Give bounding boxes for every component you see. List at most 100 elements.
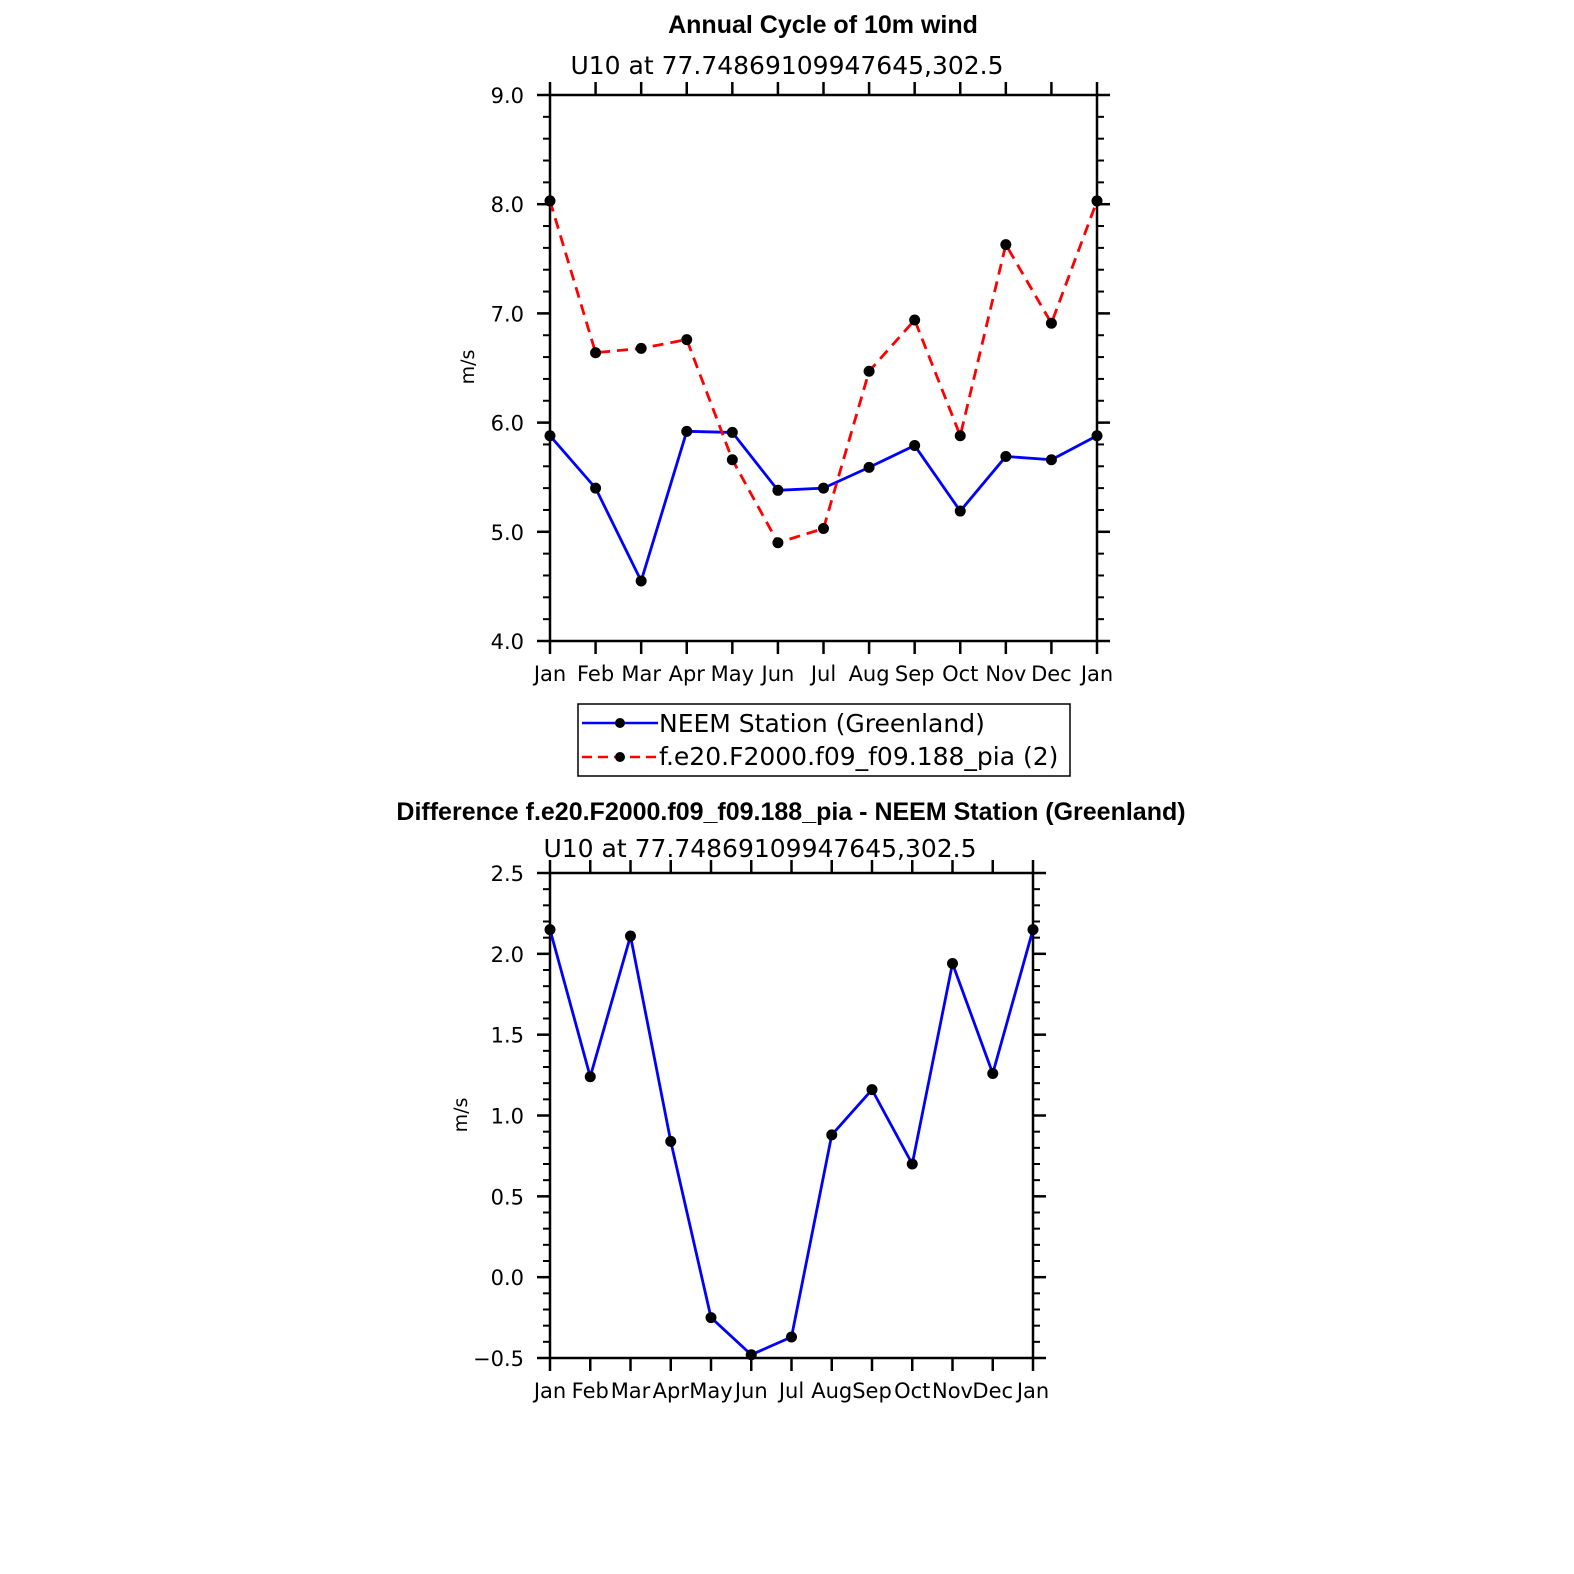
chart1-axes: Jan Feb Mar Apr May Jun Jul Aug Sep Oct Nov Dec Jan 4… <box>491 82 1113 686</box>
chart2-series-0-point <box>866 1084 878 1096</box>
chart2-series-0-point <box>786 1331 797 1343</box>
chart1-legend: NEEM Station (Greenland) f.e20.F2000.f09… <box>577 703 1071 777</box>
chart2-xtick-label: Dec <box>972 1379 1013 1403</box>
chart2-xtick-label: Jul <box>777 1379 804 1403</box>
chart2-xtick-label: May <box>689 1379 732 1403</box>
chart1-series-1-point <box>544 195 556 207</box>
chart1-series-1-point <box>681 334 693 346</box>
chart1-xtick-label: Apr <box>669 662 706 686</box>
chart2-series-0-point <box>625 930 636 942</box>
legend-box <box>577 703 1071 777</box>
chart1-series-1-point <box>954 430 966 442</box>
chart1-series-1-point <box>818 523 829 535</box>
chart1-title: Annual Cycle of 10m wind <box>668 11 978 39</box>
chart2-xtick-label: Jan <box>1015 1379 1049 1403</box>
chart2-title: Difference f.e20.F2000.f09_f09.188_pia -… <box>396 798 1185 826</box>
chart2-series-0-point <box>987 1067 999 1079</box>
chart1-series-0-point <box>681 425 693 437</box>
chart2-ytick-label: 2.0 <box>491 943 524 967</box>
chart1-subtitle: U10 at 77.74869109947645,302.5 <box>570 51 1003 80</box>
chart2-series <box>544 924 1039 1361</box>
chart2-xtick-label: Mar <box>611 1379 651 1403</box>
chart2-ylabel: m/s <box>450 1098 472 1133</box>
chart1-xtick-label: Feb <box>577 662 614 686</box>
chart2-xtick-label: Oct <box>894 1379 930 1403</box>
chart2-series-0-point <box>947 958 958 970</box>
chart2-series-0-point <box>544 924 556 936</box>
chart1-xtick-label: Jul <box>809 662 836 686</box>
chart1-series-1-point <box>1000 239 1012 251</box>
chart2-series-0-point <box>745 1349 757 1361</box>
chart1-ytick-label: 6.0 <box>491 412 524 436</box>
chart2-ytick-label: 0.0 <box>491 1266 524 1290</box>
chart1-series-0-point <box>1045 454 1057 466</box>
chart1-ytick-label: 7.0 <box>491 302 524 326</box>
chart1-plot-frame <box>548 93 1099 643</box>
chart2-ytick-label: −0.5 <box>473 1347 524 1371</box>
chart1-ytick-label: 8.0 <box>491 193 524 217</box>
chart2-plot-frame <box>548 871 1035 1360</box>
chart1-series-1-point <box>1045 317 1057 329</box>
chart1-xtick-label: Aug <box>849 662 890 686</box>
chart1-xtick-label: Nov <box>985 662 1026 686</box>
chart1-xtick-label: Mar <box>621 662 661 686</box>
chart1-series-0-point <box>954 505 966 517</box>
chart1-series-1-point <box>1091 195 1103 207</box>
chart1-series-0-point <box>818 482 829 494</box>
chart2-series-0-point <box>584 1071 596 1083</box>
chart1-series-1-point <box>772 537 784 549</box>
chart2-ytick-label: 0.5 <box>491 1185 524 1209</box>
legend-marker-model <box>615 752 625 762</box>
chart2-axes: Jan Feb Mar Apr May Jun Jul Aug Sep Oct Nov Dec Jan−… <box>473 860 1049 1403</box>
chart1-ytick-label: 4.0 <box>491 630 524 654</box>
chart1-series-0-point <box>909 440 921 452</box>
chart2-ytick-label: 1.0 <box>491 1105 524 1129</box>
legend-marker-neem <box>615 718 625 728</box>
chart2-series-0-point <box>826 1129 838 1141</box>
chart1-series-1-point <box>590 347 602 359</box>
chart1-ylabel: m/s <box>457 350 479 385</box>
chart1-series-0-point <box>726 426 738 438</box>
chart1-series-1-point <box>863 365 875 377</box>
chart1-xtick-label: Jun <box>760 662 795 686</box>
chart2-series-0-point <box>1027 924 1039 936</box>
chart1-series-0-point <box>590 482 602 494</box>
legend-label-neem: NEEM Station (Greenland) <box>659 709 985 738</box>
chart1-xtick-label: Sep <box>895 662 935 686</box>
chart1-ytick-label: 9.0 <box>491 84 524 108</box>
chart2-xtick-label: Jun <box>733 1379 768 1403</box>
chart1-series-0-point <box>772 484 784 496</box>
chart2-series-line-0 <box>548 929 1035 1357</box>
chart1-series-0-point <box>1000 450 1012 462</box>
chart2-ytick-label: 1.5 <box>491 1024 524 1048</box>
chart1-ytick-label: 5.0 <box>491 521 524 545</box>
chart2-xtick-label: Aug <box>811 1379 852 1403</box>
chart1-series-1-point <box>909 314 921 326</box>
chart1-series-0-point <box>635 575 647 587</box>
annual-cycle-chart: Annual Cycle of 10m wind U10 at 77.74869… <box>457 11 1113 777</box>
chart1-series-0-point <box>1091 430 1103 442</box>
chart2-series-0-point <box>665 1135 677 1147</box>
chart1-series-1-point <box>726 454 738 466</box>
chart1-series-0-point <box>544 430 556 442</box>
chart2-xtick-label: Sep <box>852 1379 892 1403</box>
chart2-xtick-label: Nov <box>932 1379 973 1403</box>
chart2-series-0-point <box>705 1312 717 1324</box>
difference-chart: Difference f.e20.F2000.f09_f09.188_pia -… <box>396 798 1185 1403</box>
chart1-series-line-0 <box>548 429 1098 583</box>
chart1-xtick-label: Dec <box>1031 662 1072 686</box>
chart2-subtitle: U10 at 77.74869109947645,302.5 <box>543 834 976 863</box>
chart1-xtick-label: May <box>711 662 754 686</box>
chart1-series-1-point <box>635 342 647 354</box>
chart1-xtick-label: Jan <box>1079 662 1113 686</box>
chart1-series <box>544 195 1103 587</box>
chart1-xtick-label: Oct <box>942 662 978 686</box>
chart2-xtick-label: Jan <box>532 1379 566 1403</box>
chart1-series-0-point <box>863 461 875 473</box>
chart2-ytick-label: 2.5 <box>491 862 524 886</box>
chart2-xtick-label: Apr <box>653 1379 690 1403</box>
chart2-xtick-label: Feb <box>572 1379 609 1403</box>
legend-label-model: f.e20.F2000.f09_f09.188_pia (2) <box>659 742 1058 771</box>
chart2-series-0-point <box>906 1158 918 1170</box>
